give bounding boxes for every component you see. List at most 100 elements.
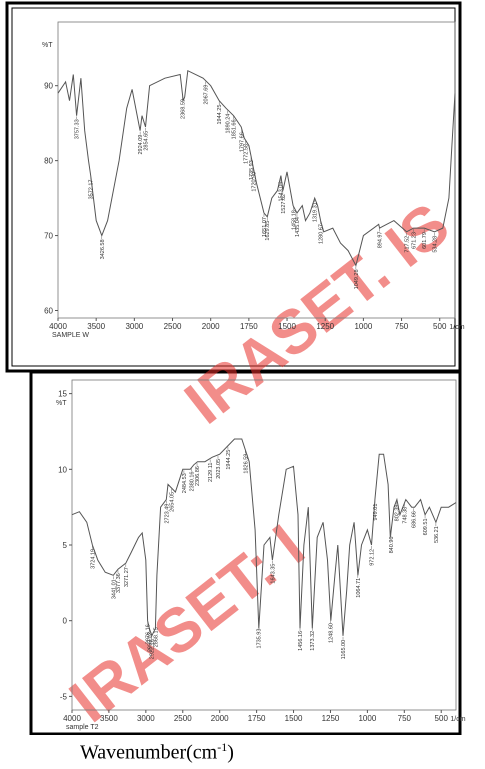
peak-label: 2976.16	[146, 624, 152, 644]
x-tick-label: 4000	[63, 714, 81, 723]
y-tick-label: 90	[44, 82, 53, 91]
peak-label: 1064.71	[356, 578, 362, 598]
y-tick-label: 80	[44, 157, 53, 166]
peak-label: 1797.66	[240, 132, 246, 152]
peak-label: 601.79	[422, 232, 428, 249]
peak-label: 671.23	[412, 232, 418, 249]
peak-label: 2380.16	[190, 472, 196, 492]
peak-label: 748.38	[403, 507, 409, 524]
peak-label: 2067.69	[204, 85, 210, 105]
x-tick-label: 1250	[322, 714, 340, 723]
x-tick-label: 1750	[240, 322, 258, 331]
bottom-frame	[29, 370, 462, 735]
x-tick-label: 3500	[100, 714, 118, 723]
peak-label: 3757.33	[75, 119, 81, 139]
x-tick-label: 750	[398, 714, 412, 723]
x-tick-label: 2000	[202, 322, 220, 331]
peak-label: 1643.35	[270, 564, 276, 584]
peak-label: 802.39	[395, 504, 401, 521]
x-tick-label: 1500	[278, 322, 296, 331]
peak-label: 3724.19	[90, 549, 96, 569]
peak-label: 2368.59	[181, 99, 187, 119]
y-tick-label: 60	[44, 307, 53, 316]
x-tick-label: 500	[433, 322, 447, 331]
top-inner-frame	[11, 7, 456, 367]
peak-label: 972.12	[370, 549, 376, 566]
peak-label: 3426.58	[100, 239, 106, 259]
peak-label: 2306.86	[195, 466, 201, 486]
x-tick-label: 750	[395, 322, 409, 331]
peak-label: 1248.60	[329, 623, 335, 643]
peak-label: 2953.02	[147, 632, 153, 652]
spectrum-line	[71, 438, 457, 638]
peak-label: 3572.17	[89, 180, 95, 200]
x-tick-label: 3000	[125, 322, 143, 331]
x-tick-label: 1250	[316, 322, 334, 331]
x-tick-label: 1000	[358, 714, 376, 723]
plot-area	[57, 21, 456, 319]
watermark: IRASET. IS	[173, 190, 463, 437]
peak-label: 2868.15	[154, 627, 160, 647]
x-tick-label: 3000	[137, 714, 155, 723]
peak-label: 1851.66	[231, 119, 237, 139]
x-unit: 1/cm	[450, 716, 465, 723]
peak-label: 1435.04	[295, 217, 301, 237]
peak-label: 609.51	[423, 518, 429, 535]
peak-label: 1720.50	[251, 172, 257, 192]
peak-label: 1629.85	[265, 221, 271, 241]
peak-label: 1319.31	[313, 202, 319, 222]
peak-label: 1944.25	[226, 450, 232, 470]
y-tick-label: -5	[60, 692, 68, 701]
peak-label: 1890.24	[225, 114, 231, 134]
x-tick-label: 2000	[211, 714, 229, 723]
y-tick-label: 15	[58, 390, 67, 399]
x-tick-label: 2500	[174, 714, 192, 723]
peak-label: 2922.16	[150, 639, 156, 659]
x-tick-label: 1000	[354, 322, 372, 331]
peak-label: 3377.36	[116, 573, 122, 593]
peak-label: 717.52	[405, 236, 411, 253]
peak-label: 2023.05	[216, 459, 222, 479]
y-axis-label: %T	[56, 400, 67, 407]
peak-label: 3441.01	[111, 579, 117, 599]
peak-label: 2129.11	[208, 463, 214, 482]
peak-label: 1280.67	[319, 224, 325, 244]
caption: Wavenumber(cm-1)	[80, 740, 234, 765]
x-tick-label: 1500	[285, 714, 303, 723]
peak-label: 949.01	[373, 504, 379, 521]
x-tick-label: 500	[435, 714, 449, 723]
x-tick-label: 4000	[49, 322, 67, 331]
peak-label: 1944.25	[217, 105, 223, 125]
peak-label: 1373.32	[310, 631, 316, 651]
y-tick-label: 70	[44, 232, 53, 241]
peak-label: 1735.93	[249, 160, 255, 180]
peak-label: 2854.65	[143, 131, 149, 151]
x-tick-label: 3500	[87, 322, 105, 331]
peak-label: 1651.07	[262, 217, 268, 237]
peak-label: 534.28	[432, 236, 438, 253]
watermark: IRASET: I	[58, 512, 318, 735]
y-tick-label: 0	[63, 617, 68, 626]
peak-label: 894.97	[377, 231, 383, 248]
figure: IRASET. IS IRASET: I 60 70 80 90 4000 3500 3000 2…	[5, 1, 466, 735]
caption-text: Wavenumber(cm	[80, 741, 218, 764]
x-tick-label: 2500	[164, 322, 182, 331]
peak-label: 1772.58	[243, 144, 249, 164]
peak-label: 1527.62	[281, 194, 287, 214]
peak-label: 1735.93	[257, 629, 263, 649]
peak-label: 1543.05	[278, 182, 284, 202]
top-frame	[5, 1, 462, 373]
caption-sup: -1	[217, 740, 228, 754]
peak-label: 1826.59	[243, 454, 249, 474]
y-tick-label: 5	[63, 541, 68, 550]
peak-label: 1049.28	[354, 269, 360, 289]
peak-label: 3271.27	[124, 567, 130, 587]
peak-label: 1165.00	[341, 640, 347, 659]
peak-label: 536.21	[434, 526, 440, 543]
y-tick-label: 10	[58, 465, 67, 474]
peak-label: 2723.49	[164, 504, 170, 524]
x-unit: 1/cm	[449, 324, 464, 331]
peak-label: 686.66	[412, 511, 418, 528]
y-axis-label: %T	[42, 42, 53, 49]
